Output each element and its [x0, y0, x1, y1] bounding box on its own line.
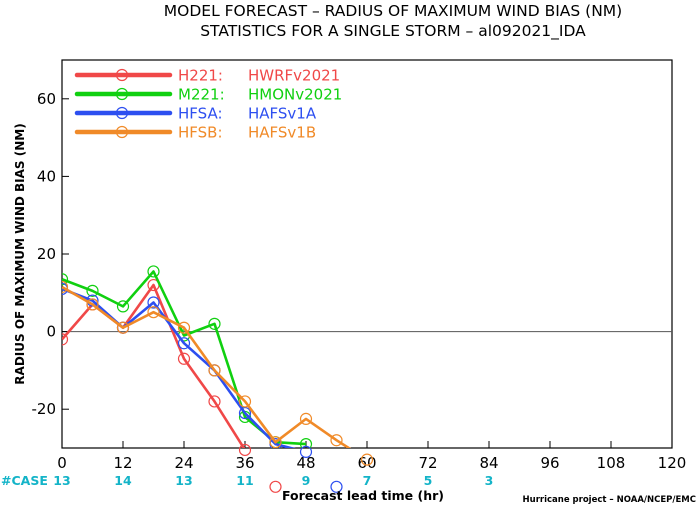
series-point-outside: [269, 480, 282, 493]
series-line-3: [62, 287, 296, 448]
y-axis-ticks: -20 0 20 40 60: [32, 90, 69, 418]
case-label: #CASE: [1, 473, 48, 488]
series-point: [116, 321, 130, 334]
x-tick-label: 120: [658, 454, 687, 472]
series-point: [177, 321, 191, 334]
series-point: [208, 395, 221, 408]
case-count: 14: [114, 473, 132, 488]
legend-marker: [115, 125, 129, 139]
series-point-outside: [360, 453, 374, 466]
series-layer: [62, 265, 352, 448]
series-point: [62, 280, 69, 294]
y-tick-label: 20: [37, 245, 56, 263]
chart-title: MODEL FORECAST – RADIUS OF MAXIMUM WIND …: [164, 2, 622, 20]
x-tick-label: 48: [296, 454, 315, 472]
series-point: [147, 296, 160, 309]
x-tick-label: 60: [357, 454, 376, 472]
x-tick-label: 84: [479, 454, 498, 472]
series-point: [238, 395, 252, 408]
series-point: [86, 298, 99, 311]
series-point: [62, 333, 69, 346]
series-point: [330, 434, 343, 447]
series-point: [177, 352, 191, 365]
credit-text: Hurricane project – NOAA/NCEP/EMC: [523, 495, 696, 505]
legend-marker: [115, 68, 129, 82]
y-tick-label: 40: [37, 167, 56, 185]
legend-marker: [115, 106, 129, 120]
legend-marker: [115, 87, 129, 101]
series-point: [62, 273, 69, 286]
legend-code: M221:: [178, 86, 225, 104]
x-axis-ticks: 0 12 24 36 48 60 72 84 96 108 120: [57, 441, 686, 472]
outside-markers: [238, 443, 374, 493]
y-axis-label: RADIUS OF MAXIMUM WIND BIAS (NM): [13, 123, 27, 384]
case-count: 3: [485, 473, 494, 488]
legend-model: HAFSv1B: [248, 124, 316, 142]
x-tick-label: 12: [113, 454, 132, 472]
series-point: [299, 438, 313, 448]
legend-model: HMONv2021: [248, 86, 342, 104]
plot-frame: [61, 59, 673, 449]
series-line-4: [62, 285, 352, 448]
series-point: [208, 317, 221, 330]
x-tick-label: 96: [540, 454, 559, 472]
x-tick-label: 36: [235, 454, 254, 472]
legend-model: HWRFv2021: [248, 67, 340, 85]
legend: H221: HWRFv2021 M221: HMONv2021 HFSA: HAFSv1A…: [74, 67, 342, 142]
series-point: [116, 300, 130, 313]
y-tick-label: -20: [32, 400, 57, 418]
case-count: 13: [53, 473, 70, 488]
case-count: 11: [236, 473, 253, 488]
legend-code: HFSA:: [178, 105, 223, 123]
series-point: [177, 337, 191, 350]
case-count: 13: [175, 473, 192, 488]
x-axis-label: Forecast lead time (hr): [282, 488, 444, 503]
series-point: [299, 412, 313, 425]
case-count: 7: [363, 473, 372, 488]
case-count: 5: [424, 473, 433, 488]
case-count: 9: [302, 473, 311, 488]
x-tick-label: 24: [174, 454, 193, 472]
series-point-outside: [299, 445, 313, 458]
series-point-outside: [330, 480, 343, 493]
x-tick-label: 72: [418, 454, 437, 472]
case-counts: #CASE 13 14 13 11 9 7 5 3: [1, 473, 493, 488]
legend-code: HFSB:: [178, 124, 223, 142]
series-point: [238, 406, 252, 420]
series-point: [208, 364, 221, 377]
series-point: [147, 265, 160, 278]
x-tick-label: 0: [57, 454, 67, 472]
x-tick-label: 108: [597, 454, 626, 472]
y-tick-label: 60: [37, 90, 56, 108]
legend-code: H221:: [178, 67, 223, 85]
series-point: [86, 284, 99, 297]
series-point: [269, 436, 282, 448]
series-point-outside: [238, 443, 252, 457]
series-point: [147, 306, 160, 319]
chart-subtitle: STATISTICS FOR A SINGLE STORM – al092021…: [200, 22, 586, 41]
legend-model: HAFSv1A: [248, 105, 317, 123]
y-tick-label: 0: [46, 323, 56, 341]
